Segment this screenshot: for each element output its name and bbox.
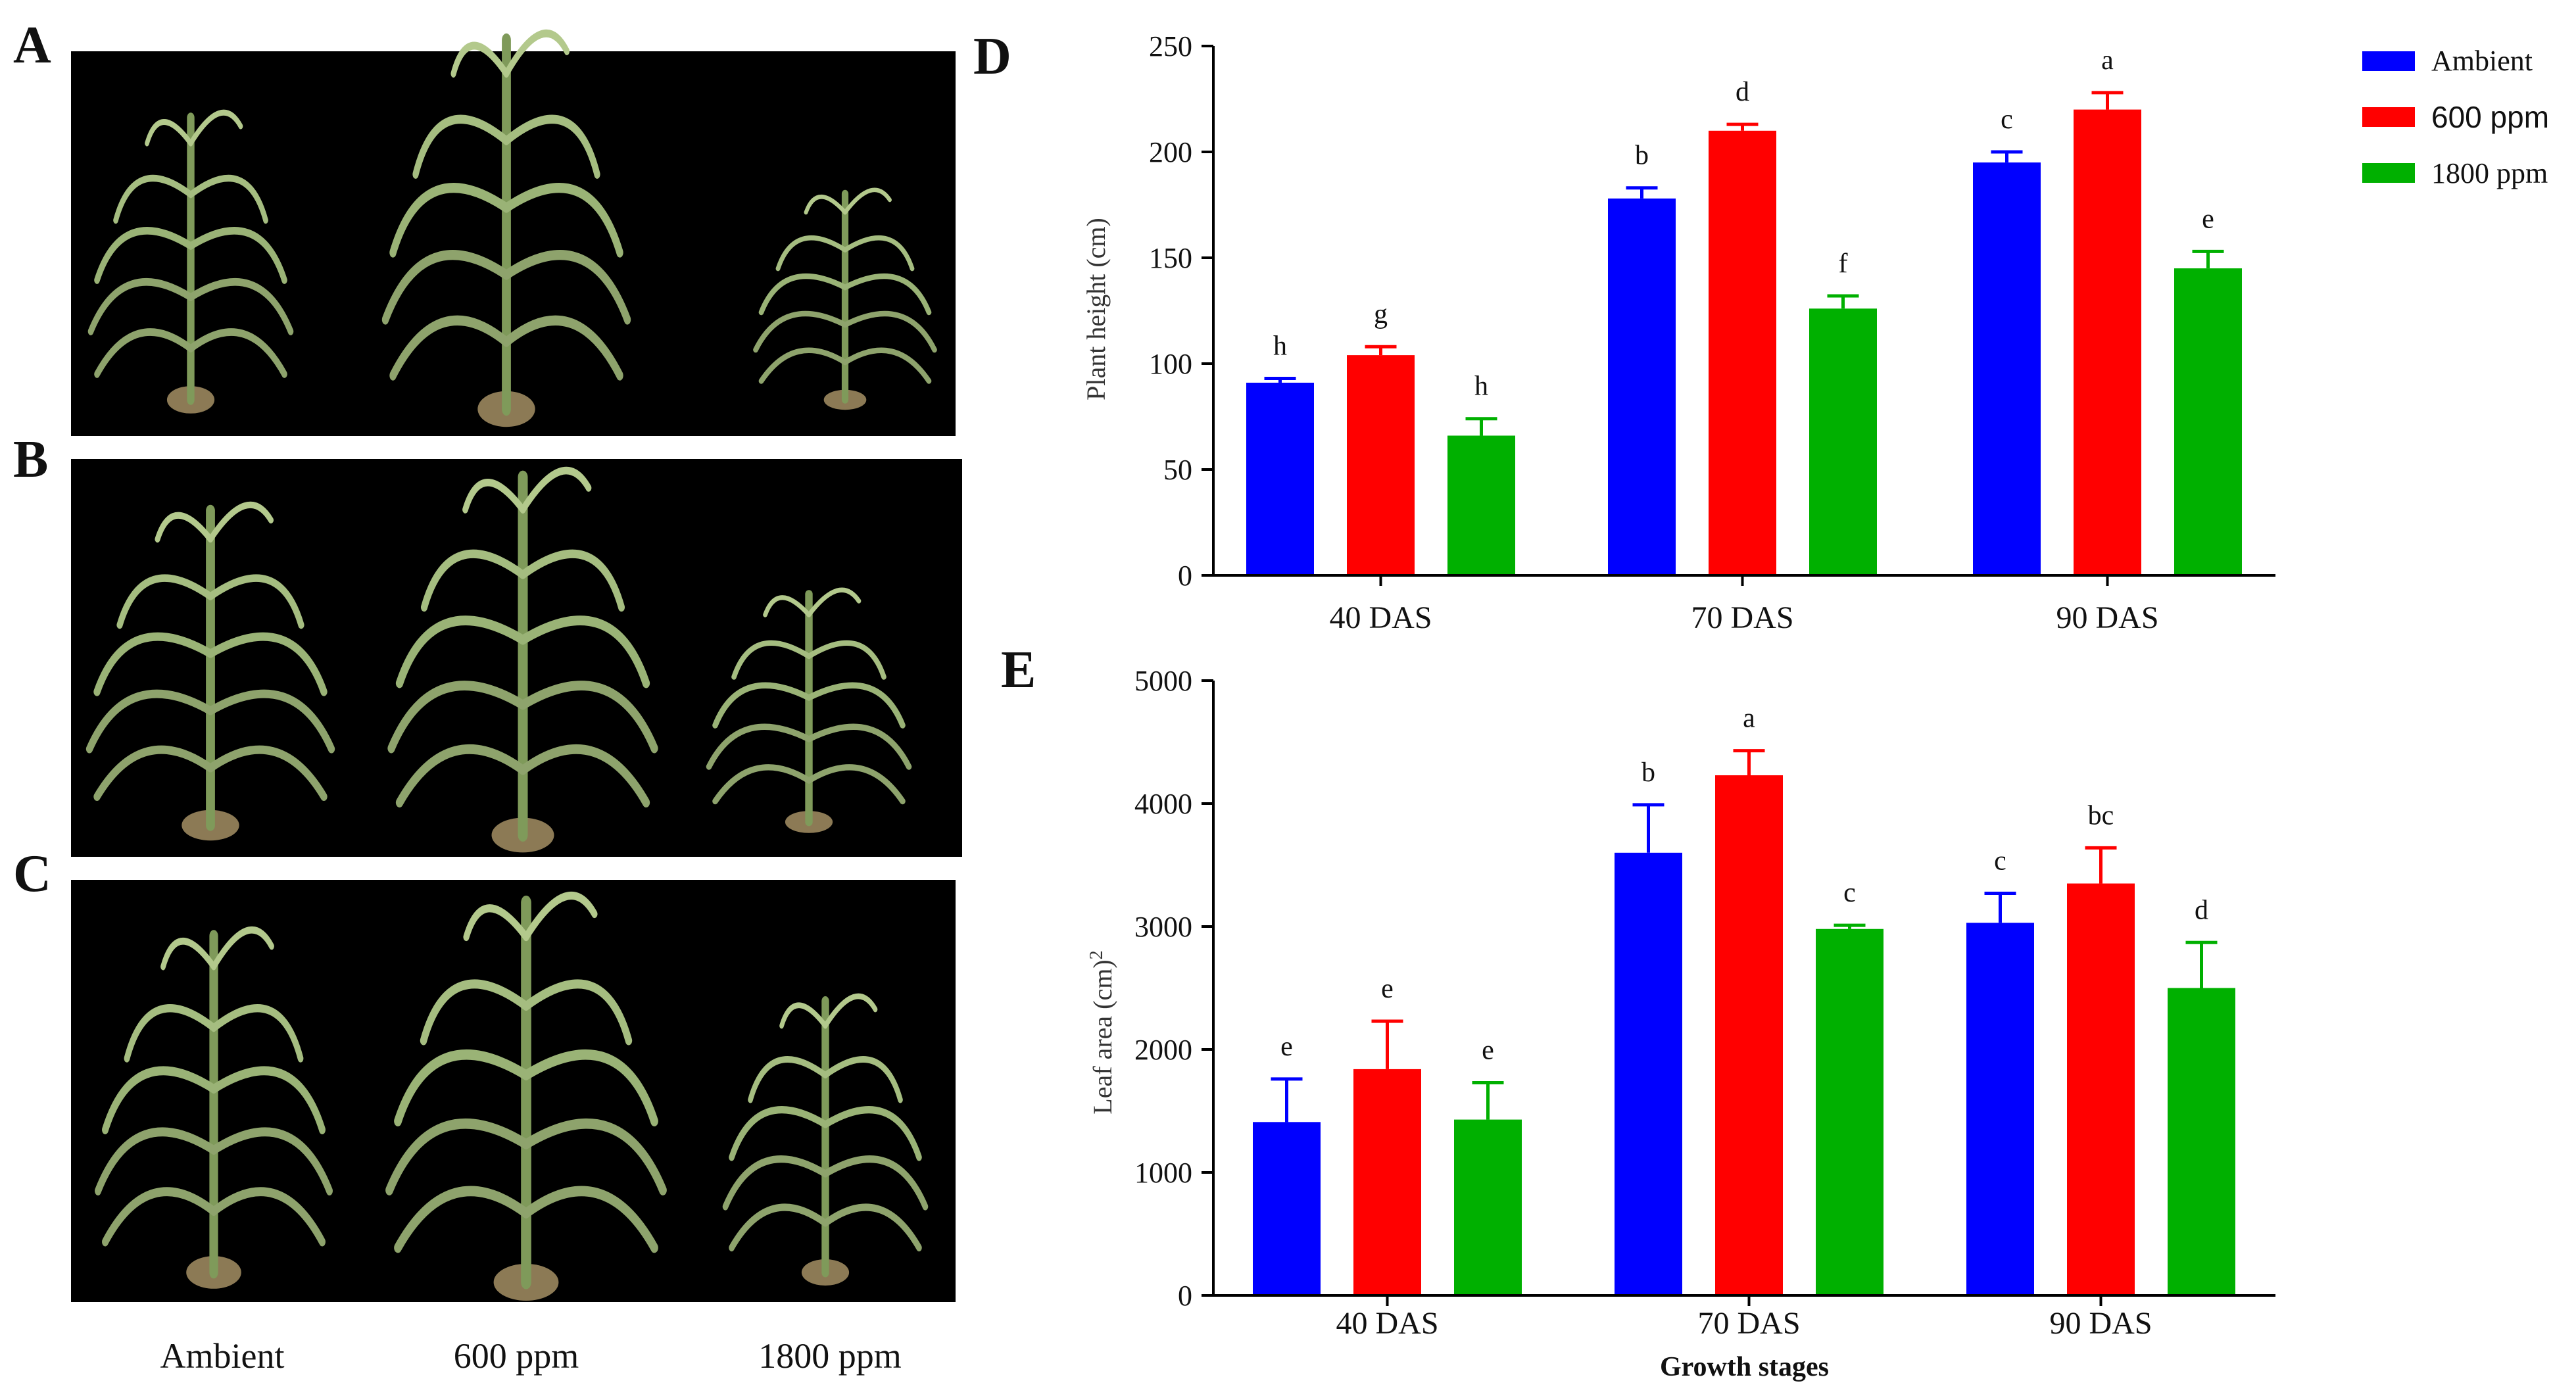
bars-group: e e e b a c c bc d bbox=[1253, 704, 2235, 1295]
y-axis-title-superscript: 2 bbox=[1086, 950, 1107, 959]
significance-label: c bbox=[2001, 105, 2013, 135]
y-axis: 0 50 100 150 200 250 bbox=[1149, 30, 1215, 592]
significance-label: g bbox=[1374, 299, 1388, 329]
chart-plant-height: h g h b d f c a e 0 50 100 150 200 250 40 DAS 70 DAS 90… bbox=[1081, 30, 2275, 635]
significance-label: b bbox=[1635, 141, 1649, 171]
significance-label: h bbox=[1474, 372, 1488, 402]
x-axis: 40 DAS 70 DAS 90 DAS bbox=[1213, 1294, 2275, 1341]
y-tick-label: 4000 bbox=[1134, 788, 1192, 820]
photo-panel-a bbox=[71, 34, 956, 436]
x-tick-label: 70 DAS bbox=[1691, 600, 1793, 635]
photo-caption-1800ppm: 1800 ppm bbox=[758, 1336, 902, 1376]
significance-label: e bbox=[1381, 974, 1394, 1004]
y-axis: 0 1000 2000 3000 4000 5000 bbox=[1134, 665, 1215, 1312]
panel-letter-b: B bbox=[13, 431, 48, 489]
significance-label: b bbox=[1641, 758, 1655, 788]
bar bbox=[2174, 268, 2242, 575]
y-tick-label: 3000 bbox=[1134, 911, 1192, 943]
legend-swatch-ambient bbox=[2362, 51, 2415, 71]
bar bbox=[1347, 355, 1415, 575]
bar bbox=[2074, 109, 2141, 576]
bar bbox=[1353, 1069, 1421, 1295]
y-axis-title-text: Leaf area (cm) bbox=[1088, 959, 1117, 1114]
photo-caption-600ppm: 600 ppm bbox=[454, 1336, 579, 1376]
bar bbox=[2168, 988, 2235, 1295]
photo-panel-c bbox=[71, 880, 956, 1302]
significance-label: a bbox=[2101, 45, 2114, 76]
y-tick-label: 2000 bbox=[1134, 1034, 1192, 1066]
y-tick-label: 250 bbox=[1149, 30, 1192, 62]
panel-letter-e: E bbox=[1001, 641, 1036, 699]
chart-leaf-area: e e e b a c c bc d 0 1000 2000 3000 4000 5000 40 DAS 7… bbox=[1086, 665, 2275, 1382]
y-tick-label: 100 bbox=[1149, 348, 1192, 380]
bar bbox=[1809, 308, 1877, 575]
legend-swatch-600ppm bbox=[2362, 107, 2415, 127]
significance-label: e bbox=[1280, 1032, 1293, 1062]
bar bbox=[1615, 852, 1682, 1295]
bar bbox=[1608, 198, 1676, 576]
x-tick-label: 90 DAS bbox=[2049, 1306, 2152, 1341]
legend-label-600ppm: 600 ppm bbox=[2431, 100, 2549, 134]
y-axis-title: Leaf area (cm)2 bbox=[1086, 950, 1117, 1114]
y-tick-label: 0 bbox=[1178, 1280, 1192, 1312]
y-tick-label: 50 bbox=[1163, 454, 1192, 486]
significance-label: a bbox=[1743, 704, 1755, 734]
significance-label: e bbox=[1482, 1035, 1494, 1065]
legend-swatch-1800ppm bbox=[2362, 163, 2415, 183]
x-tick-label: 40 DAS bbox=[1336, 1306, 1438, 1341]
y-axis-title: Plant height (cm) bbox=[1081, 218, 1111, 400]
x-tick-label: 90 DAS bbox=[2056, 600, 2158, 635]
panel-letter-c: C bbox=[13, 845, 51, 903]
x-tick-label: 70 DAS bbox=[1697, 1306, 1800, 1341]
bar bbox=[1973, 162, 2041, 576]
significance-label: d bbox=[1736, 77, 1749, 107]
significance-label: h bbox=[1273, 331, 1287, 362]
photo-caption-ambient: Ambient bbox=[160, 1336, 285, 1376]
significance-label: e bbox=[2202, 204, 2214, 234]
bar bbox=[2067, 883, 2135, 1295]
significance-label: d bbox=[2195, 895, 2208, 925]
y-tick-label: 200 bbox=[1149, 136, 1192, 168]
bar bbox=[1709, 130, 1776, 576]
y-tick-label: 150 bbox=[1149, 242, 1192, 274]
y-tick-label: 1000 bbox=[1134, 1157, 1192, 1189]
legend-label-ambient: Ambient bbox=[2431, 45, 2533, 77]
significance-label: c bbox=[1994, 846, 2006, 877]
y-tick-label: 5000 bbox=[1134, 665, 1192, 697]
y-tick-label: 0 bbox=[1178, 560, 1192, 592]
panel-letter-d: D bbox=[973, 28, 1011, 85]
legend-label-1800ppm: 1800 ppm bbox=[2431, 157, 2548, 189]
bar bbox=[1966, 923, 2034, 1295]
panel-letter-a: A bbox=[13, 16, 51, 74]
significance-label: bc bbox=[2088, 800, 2114, 831]
legend: Ambient 600 ppm 1800 ppm bbox=[2362, 45, 2549, 189]
bar bbox=[1447, 435, 1515, 575]
bars-group: h g h b d f c a e bbox=[1246, 45, 2242, 576]
photo-panel-b bbox=[71, 459, 962, 857]
bar bbox=[1253, 1122, 1321, 1295]
bar bbox=[1816, 928, 1883, 1295]
bar bbox=[1454, 1119, 1522, 1295]
x-axis-title: Growth stages bbox=[1660, 1352, 1829, 1382]
bar bbox=[1246, 382, 1314, 575]
significance-label: c bbox=[1843, 878, 1856, 908]
bar bbox=[1715, 775, 1783, 1295]
significance-label: f bbox=[1839, 249, 1848, 279]
x-tick-label: 40 DAS bbox=[1329, 600, 1432, 635]
x-axis: 40 DAS 70 DAS 90 DAS bbox=[1213, 574, 2275, 635]
